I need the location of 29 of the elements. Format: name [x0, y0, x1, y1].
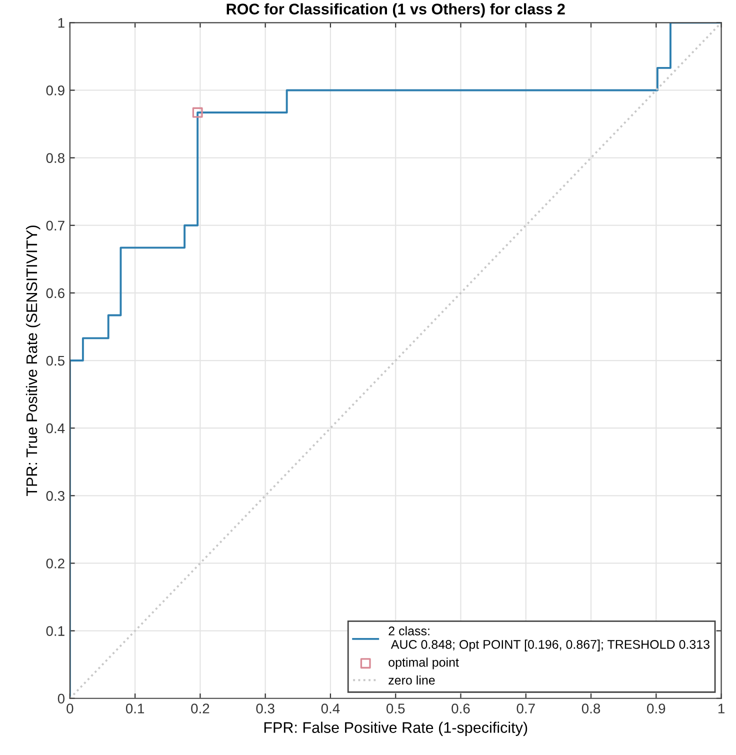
y-tick-label: 0.8 — [46, 153, 64, 163]
x-tick-label: 0.1 — [126, 704, 144, 714]
x-tick-label: 0.5 — [386, 704, 405, 714]
y-tick-label: 0.1 — [46, 626, 64, 636]
y-tick-label: 0 — [58, 694, 65, 704]
y-tick-label: 0.5 — [46, 356, 64, 366]
x-tick-label: 0.8 — [582, 704, 600, 714]
y-tick-label: 0.6 — [46, 288, 64, 298]
y-tick-label: 0.4 — [46, 423, 65, 434]
x-tick-label: 0.9 — [647, 704, 666, 714]
legend-label: optimal point — [388, 658, 459, 670]
x-tick-label: 1 — [718, 704, 724, 714]
y-tick-label: 0.9 — [46, 86, 64, 96]
legend-label: zero line — [388, 675, 435, 685]
y-tick-label: 1 — [58, 18, 64, 28]
y-tick-label: 0.3 — [46, 490, 64, 501]
legend-label: 2 class: AUC 0.848; Opt POINT [0.196, 0.867]; TRESHOLD 0.313 — [388, 626, 710, 652]
x-tick-label: 0 — [66, 704, 74, 714]
x-tick-label: 0.6 — [452, 704, 470, 714]
x-tick-label: 0.4 — [321, 704, 340, 714]
x-tick-label: 0.3 — [256, 704, 274, 714]
x-tick-label: 0.7 — [516, 704, 535, 714]
y-tick-label: 0.7 — [46, 220, 64, 231]
x-tick-label: 0.2 — [191, 704, 210, 714]
y-tick-label: 0.2 — [46, 558, 64, 568]
y-axis-title: TPR: True Positive Rate (SENSITIVITY) — [26, 226, 40, 496]
chart-title: ROC for Classification (1 vs Others) for class 2 — [226, 3, 565, 18]
line-series — [70, 22, 722, 698]
x-axis-title: FPR: False Positive Rate (1-specificity) — [264, 722, 528, 736]
